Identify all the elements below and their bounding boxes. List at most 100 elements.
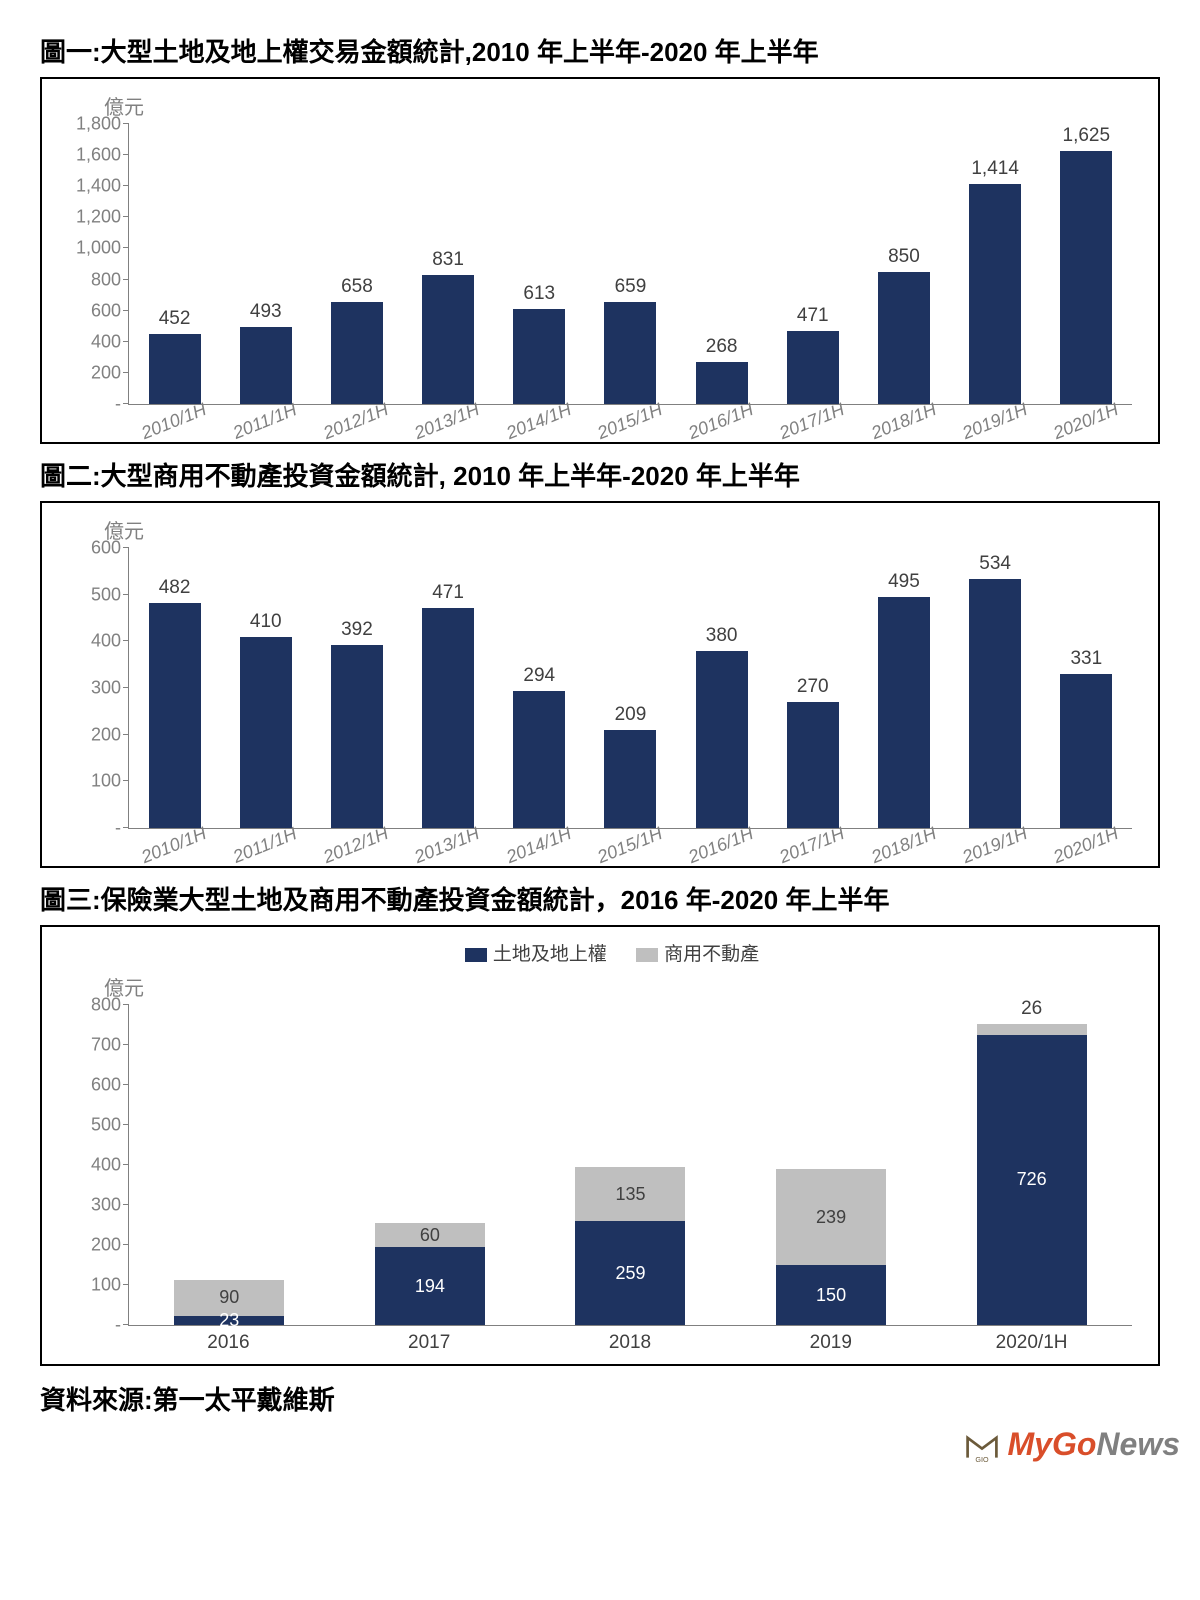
bar-value-label: 658: [341, 276, 373, 298]
x-label: 2013/1H: [410, 398, 485, 444]
ytick: 1,600: [61, 145, 121, 166]
bar: [969, 184, 1021, 404]
bar-wrap: 482: [139, 577, 211, 828]
bar-wrap: 534: [959, 553, 1031, 828]
bar: [240, 327, 292, 404]
bar-wrap: 850: [868, 246, 940, 404]
chart1-box: 億元 4524936588316136592684718501,4141,625…: [40, 77, 1160, 444]
x-label: 2014/1H: [501, 398, 576, 444]
bar-value-label: 471: [797, 305, 829, 327]
ytick: 1,000: [61, 238, 121, 259]
stacked-bar: 26726: [977, 1024, 1087, 1325]
bar-wrap: 493: [230, 301, 302, 404]
bar-wrap: 331: [1050, 648, 1122, 828]
chart1-title: 圖一:大型土地及地上權交易金額統計,2010 年上半年-2020 年上半年: [40, 32, 1160, 69]
bar-wrap: 471: [412, 582, 484, 828]
page: 圖一:大型土地及地上權交易金額統計,2010 年上半年-2020 年上半年 億元…: [0, 0, 1200, 1477]
ytick: 100: [61, 1275, 121, 1296]
x-label: 2010/1H: [136, 822, 211, 868]
bar-value-label: 270: [797, 676, 829, 698]
ytick: -: [61, 1315, 121, 1336]
bar-segment-commercial: 239: [776, 1169, 886, 1265]
ytick: 800: [61, 995, 121, 1016]
legend-label-1: 土地及地上權: [493, 944, 607, 965]
legend-swatch-1: [465, 948, 487, 962]
ytick: 400: [61, 1155, 121, 1176]
bar: [696, 651, 748, 828]
ytick: 1,800: [61, 114, 121, 135]
x-label: 2020/1H: [931, 1332, 1132, 1354]
stacked-bar: 150239: [776, 1169, 886, 1325]
ytick: 400: [61, 331, 121, 352]
x-label: 2010/1H: [136, 398, 211, 444]
bar-wrap: 495: [868, 571, 940, 828]
bar-wrap: 1,625: [1050, 125, 1122, 404]
chart1-plot: 4524936588316136592684718501,4141,625 -2…: [128, 124, 1132, 405]
bar-value-label: 613: [523, 283, 555, 305]
bar-wrap: 380: [686, 625, 758, 828]
bar-segment-land: 259: [575, 1221, 685, 1325]
x-label: 2019/1H: [958, 398, 1033, 444]
bar-value-label: 392: [341, 619, 373, 641]
ytick: 800: [61, 269, 121, 290]
x-label: 2015/1H: [593, 822, 668, 868]
bar-segment-commercial: 135: [575, 1167, 685, 1221]
bar-value-label: 410: [250, 611, 282, 633]
logo-text: MyGoNews: [1008, 1426, 1180, 1463]
ytick: 700: [61, 1035, 121, 1056]
chart3-xlabels: 20162017201820192020/1H: [128, 1332, 1132, 1354]
bar-wrap: 471: [777, 305, 849, 404]
logo: GIO MyGoNews: [964, 1426, 1180, 1463]
bar: [1060, 674, 1112, 828]
x-label: 2018/1H: [866, 398, 941, 444]
bar: [149, 603, 201, 828]
chart2-box: 億元 482410392471294209380270495534331 -10…: [40, 501, 1160, 868]
x-label: 2011/1H: [228, 822, 303, 868]
chart3-legend: 土地及地上權 商用不動產: [58, 939, 1142, 966]
ytick: 1,200: [61, 207, 121, 228]
chart2-plot: 482410392471294209380270495534331 -10020…: [128, 548, 1132, 829]
stacked-bar: 19460: [375, 1223, 485, 1325]
chart1-unit: 億元: [104, 91, 1142, 120]
footer: 資料來源:第一太平戴維斯 GIO MyGoNews: [40, 1380, 1160, 1417]
bar-segment-land: 194: [375, 1247, 485, 1325]
bar-wrap: 613: [503, 283, 575, 404]
bar-wrap: 452: [139, 308, 211, 404]
stacked-bar: 2390: [174, 1280, 284, 1325]
bar-segment-commercial: 60: [375, 1223, 485, 1247]
bar-value-label: 380: [706, 625, 738, 647]
bar-segment-label-above: 26: [977, 998, 1087, 1020]
chart3-bars: 2390 19460 259135 150239 26726: [129, 1005, 1132, 1325]
bar-wrap: 392: [321, 619, 393, 828]
bar: [969, 579, 1021, 828]
x-label: 2016/1H: [684, 398, 759, 444]
bar: [422, 275, 474, 404]
x-label: 2018/1H: [866, 822, 941, 868]
x-label: 2019/1H: [958, 822, 1033, 868]
bar: [604, 730, 656, 828]
bar: [787, 331, 839, 404]
ytick: 600: [61, 300, 121, 321]
bar: [878, 597, 930, 828]
bar: [331, 645, 383, 828]
bar-value-label: 1,625: [1063, 125, 1111, 147]
bar: [422, 608, 474, 828]
bar-wrap: 658: [321, 276, 393, 404]
bar-value-label: 209: [615, 704, 647, 726]
ytick: 1,400: [61, 176, 121, 197]
stacked-bar: 259135: [575, 1167, 685, 1325]
bar-segment-commercial: [977, 1024, 1087, 1034]
ytick: 600: [61, 538, 121, 559]
ytick: 500: [61, 584, 121, 605]
chart2-bars: 482 410 392 471 294 209 380 270 495 534 331: [129, 548, 1132, 828]
ytick: 400: [61, 631, 121, 652]
chart3-unit: 億元: [104, 972, 1142, 1001]
bar-value-label: 534: [979, 553, 1011, 575]
bar-value-label: 294: [523, 665, 555, 687]
bar-value-label: 452: [159, 308, 191, 330]
logo-icon: GIO: [964, 1427, 1000, 1463]
chart3-box: 土地及地上權 商用不動產 億元 239019460259135150239267…: [40, 925, 1160, 1366]
x-label: 2012/1H: [319, 822, 394, 868]
bar: [787, 702, 839, 828]
x-label: 2017/1H: [775, 398, 850, 444]
